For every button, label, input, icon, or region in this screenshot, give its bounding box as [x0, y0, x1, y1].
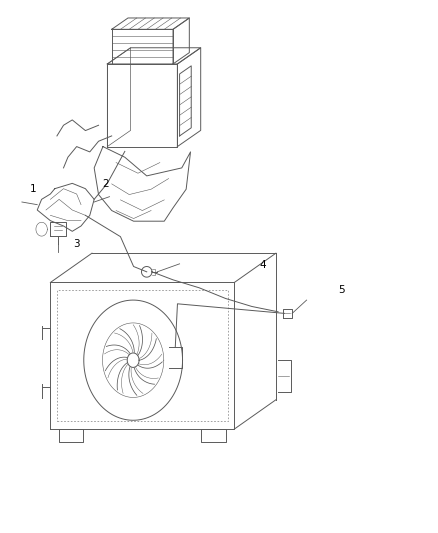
Text: 5: 5: [338, 286, 345, 295]
Text: 2: 2: [102, 179, 109, 189]
Text: 1: 1: [29, 184, 36, 194]
Text: 3: 3: [73, 239, 80, 248]
Text: 4: 4: [259, 261, 266, 270]
